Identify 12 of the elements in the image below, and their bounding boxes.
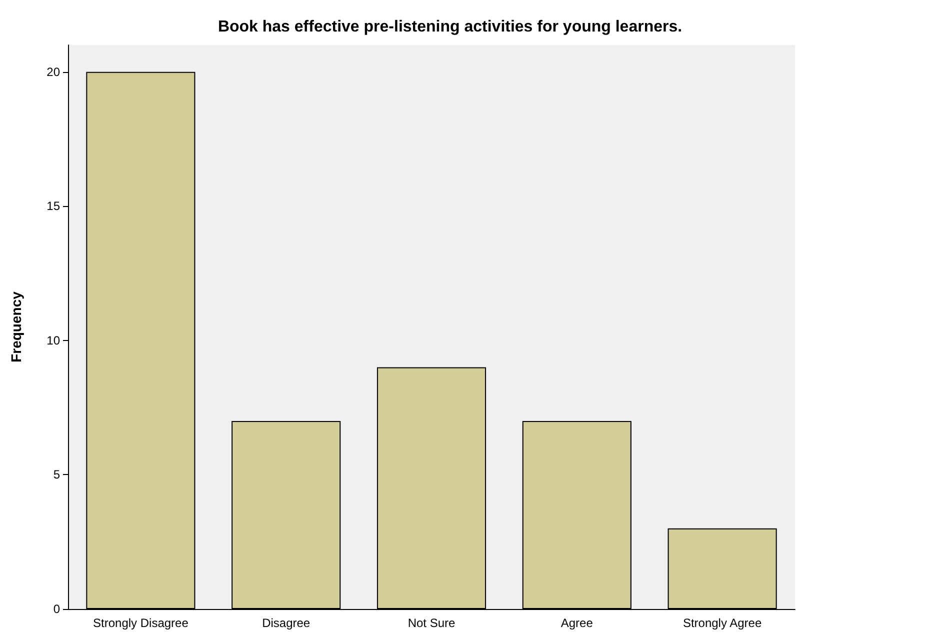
x-tick-label: Not Sure (408, 616, 456, 630)
x-tick-label: Disagree (262, 616, 310, 630)
y-tick-label: 15 (46, 199, 60, 214)
chart-title: Book has effective pre-listening activities for young learners. (218, 18, 682, 36)
y-tick-label: 5 (53, 468, 60, 482)
y-axis-title: Frequency (8, 291, 24, 362)
x-tick-label: Strongly Agree (682, 616, 762, 630)
y-tick-label: 10 (46, 333, 60, 348)
x-tick-label: Strongly Disagree (93, 616, 189, 630)
x-tick-label: Agree (560, 616, 594, 630)
y-tick-label: 20 (46, 64, 60, 79)
y-tick-label: 0 (53, 602, 60, 616)
